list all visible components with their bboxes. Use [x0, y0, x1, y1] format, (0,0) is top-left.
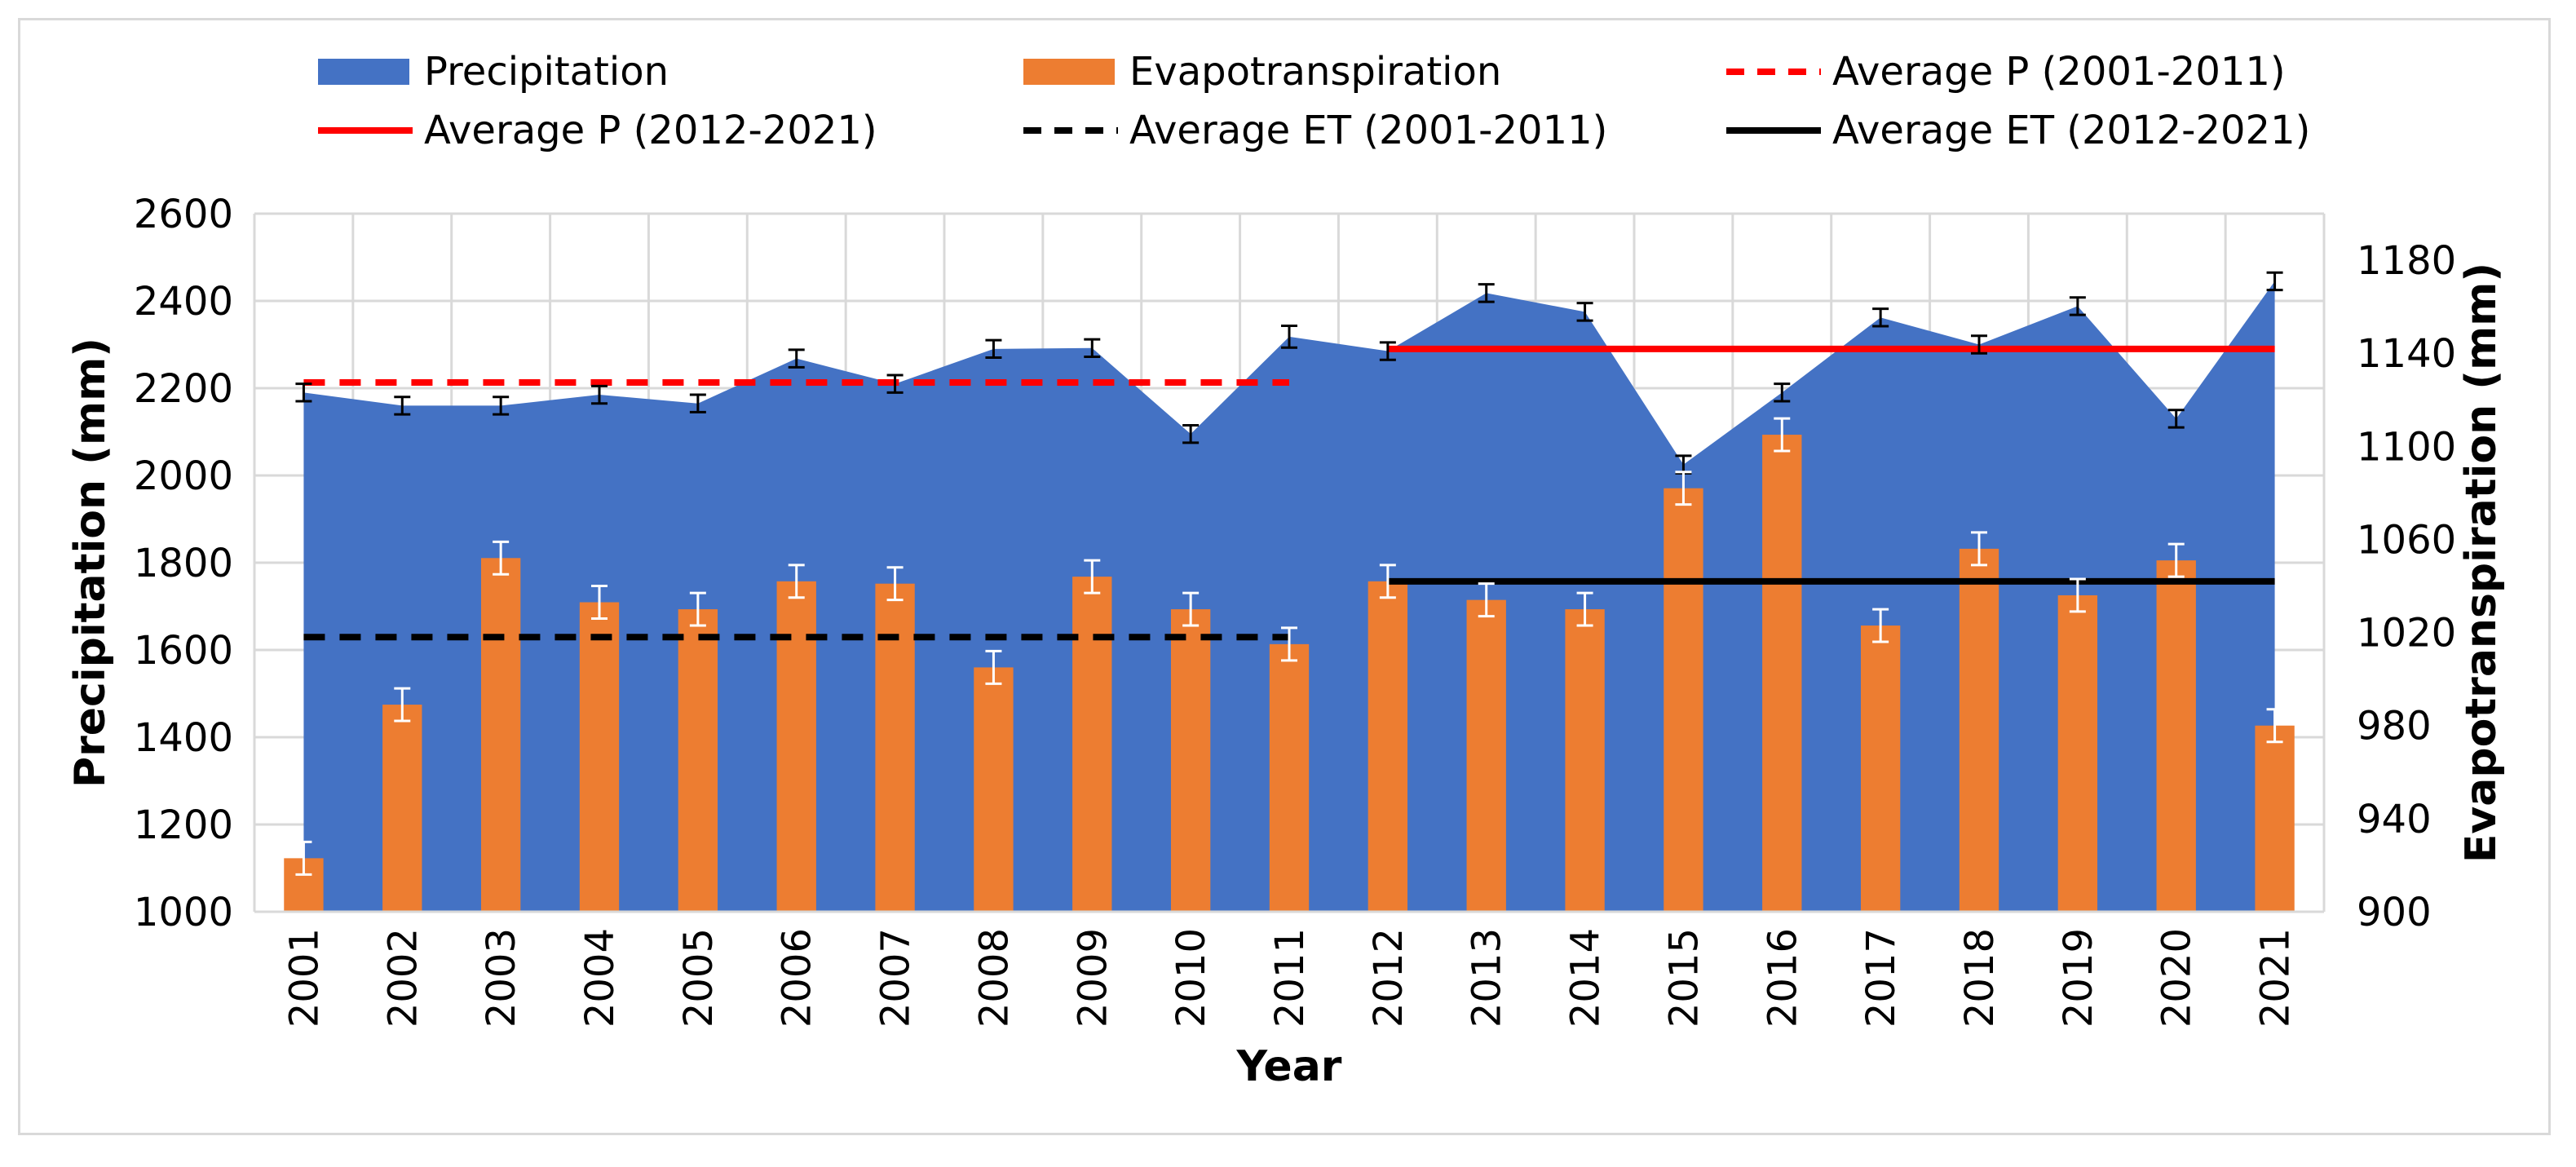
y-right-tick-label: 980	[2357, 704, 2432, 749]
y-left-tick-label: 2000	[134, 453, 233, 499]
evapotranspiration-bar	[1860, 625, 1901, 912]
evapotranspiration-bar	[1762, 435, 1802, 912]
x-tick-label: 2010	[1169, 928, 1214, 1028]
evapotranspiration-bar	[776, 581, 816, 912]
x-tick-label: 2001	[281, 928, 327, 1028]
x-tick-label: 2021	[2253, 928, 2299, 1028]
y-left-tick-label: 1800	[134, 541, 233, 586]
y-right-tick-label: 1140	[2357, 331, 2456, 377]
x-tick-label: 2008	[971, 928, 1017, 1028]
x-tick-label: 2020	[2154, 928, 2200, 1028]
x-tick-label: 2017	[1858, 928, 1904, 1028]
x-tick-label: 2012	[1366, 928, 1412, 1028]
y-right-tick-label: 1100	[2357, 424, 2456, 470]
x-tick-label: 2007	[873, 928, 919, 1028]
y-right-tick-label: 940	[2357, 797, 2432, 842]
x-tick-label: 2009	[1070, 928, 1116, 1028]
evapotranspiration-bar	[1466, 599, 1506, 912]
x-tick-label: 2016	[1760, 928, 1805, 1028]
y-axis-left-title: Precipitation (mm)	[66, 338, 115, 788]
evapotranspiration-bars-layer	[284, 435, 2295, 912]
y-left-tick-label: 1400	[134, 715, 233, 761]
evapotranspiration-bar	[1565, 609, 1605, 912]
legend-label-evapotranspiration: Evapotranspiration	[1129, 49, 1501, 95]
x-tick-label: 2015	[1661, 928, 1707, 1028]
x-tick-label: 2002	[380, 928, 426, 1028]
legend-label-average-et-2012-2021: Average ET (2012-2021)	[1832, 108, 2310, 153]
evapotranspiration-bar	[1170, 609, 1211, 912]
legend-label-average-p-2012-2021: Average P (2012-2021)	[424, 108, 877, 153]
y-left-tick-label: 2200	[134, 366, 233, 412]
y-left-tick-label: 1000	[134, 890, 233, 935]
x-tick-label: 2013	[1465, 928, 1510, 1028]
evapotranspiration-bar	[382, 705, 422, 912]
x-tick-label: 2018	[1957, 928, 2003, 1028]
evapotranspiration-bar	[974, 667, 1014, 912]
evapotranspiration-bar	[1664, 488, 1703, 912]
evapotranspiration-bar	[678, 609, 718, 912]
evapotranspiration-bar	[1269, 643, 1310, 912]
x-tick-label: 2005	[676, 928, 722, 1028]
evapotranspiration-bar	[579, 602, 620, 912]
legend-swatch-precipitation	[318, 59, 409, 85]
y-right-tick-label: 1180	[2357, 238, 2456, 284]
x-tick-label: 2019	[2056, 928, 2101, 1028]
evapotranspiration-bar	[480, 558, 521, 912]
evapotranspiration-bar	[2156, 560, 2196, 912]
x-tick-label: 2014	[1563, 928, 1609, 1028]
axes: 1000 1200 1400 1600 1800 2000 2200 2400 2600 900 9…	[134, 192, 2456, 1028]
legend: Precipitation Evapotranspiration Average P…	[318, 49, 2310, 153]
x-tick-label: 2011	[1267, 928, 1313, 1028]
y-right-tick-label: 900	[2357, 890, 2432, 935]
evapotranspiration-bar	[1368, 581, 1408, 912]
x-tick-label: 2003	[479, 928, 524, 1028]
y-right-tick-label: 1060	[2357, 517, 2456, 563]
evapotranspiration-bar	[875, 583, 915, 912]
x-tick-label: 2006	[775, 928, 820, 1028]
y-left-tick-label: 2400	[134, 279, 233, 325]
y-left-tick-label: 1200	[134, 802, 233, 848]
legend-swatch-evapotranspiration	[1023, 59, 1115, 85]
average-lines-layer	[303, 345, 2275, 641]
legend-label-average-p-2001-2011: Average P (2001-2011)	[1832, 49, 2286, 95]
evapotranspiration-bar	[2255, 725, 2295, 912]
legend-label-average-et-2001-2011: Average ET (2001-2011)	[1129, 108, 1607, 153]
evapotranspiration-bar	[1959, 548, 1999, 912]
evapotranspiration-bar	[1072, 577, 1112, 912]
legend-label-precipitation: Precipitation	[424, 49, 669, 95]
y-axis-right-title: Evapotranspiration (mm)	[2457, 263, 2506, 863]
y-left-tick-label: 2600	[134, 192, 233, 237]
x-tick-label: 2004	[577, 928, 623, 1028]
error-bars-layer	[295, 271, 2283, 876]
y-left-tick-label: 1600	[134, 628, 233, 674]
evapotranspiration-bar	[2057, 595, 2098, 912]
x-axis-title: Year	[1236, 1042, 1342, 1091]
y-right-tick-label: 1020	[2357, 611, 2456, 656]
